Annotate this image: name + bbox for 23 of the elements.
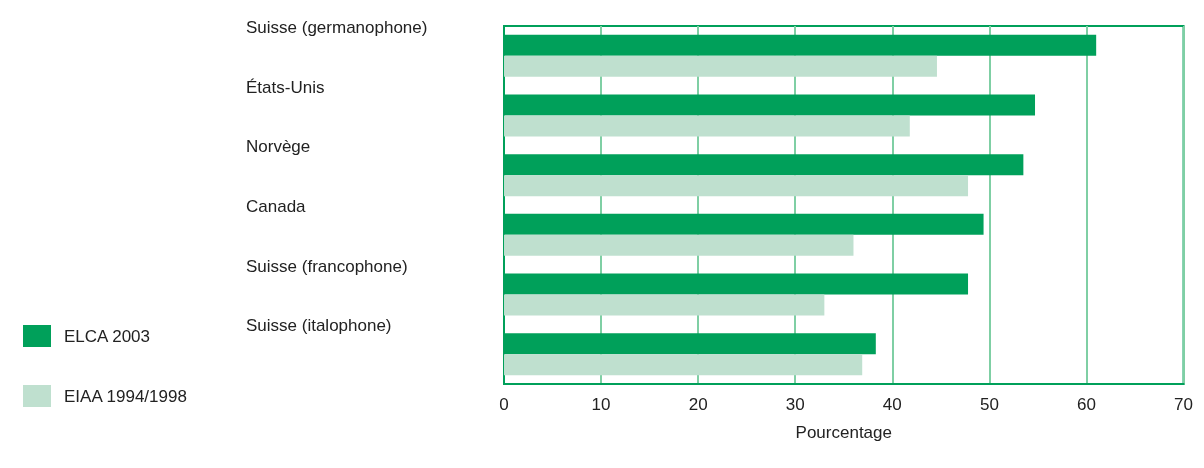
bar [504, 115, 910, 137]
x-tick-label: 30 [785, 395, 805, 414]
y-tick-label: États-Unis [246, 77, 325, 97]
bar [504, 354, 863, 376]
x-axis-title: Pourcentage [795, 423, 892, 442]
x-tick-label: 20 [688, 395, 708, 414]
x-tick-label: 70 [1174, 395, 1194, 414]
x-tick-label: 10 [591, 395, 611, 414]
y-tick-label: Suisse (germanophone) [246, 17, 428, 37]
y-tick-label: Suisse (francophone) [246, 256, 408, 276]
y-tick-label: Suisse (italophone) [246, 316, 392, 336]
legend-label: EIAA 1994/1998 [64, 386, 187, 406]
legend-label: ELCA 2003 [64, 326, 151, 346]
bar [504, 175, 969, 197]
x-tick-label: 40 [882, 395, 902, 414]
y-tick-label: Norvège [246, 137, 311, 157]
bar [504, 55, 937, 77]
x-tick-label: 0 [499, 395, 509, 414]
y-tick-label: Canada [246, 196, 307, 216]
bar [504, 234, 854, 256]
bar [504, 294, 825, 316]
x-tick-label: 60 [1077, 395, 1096, 414]
x-tick-label: 50 [979, 395, 999, 414]
